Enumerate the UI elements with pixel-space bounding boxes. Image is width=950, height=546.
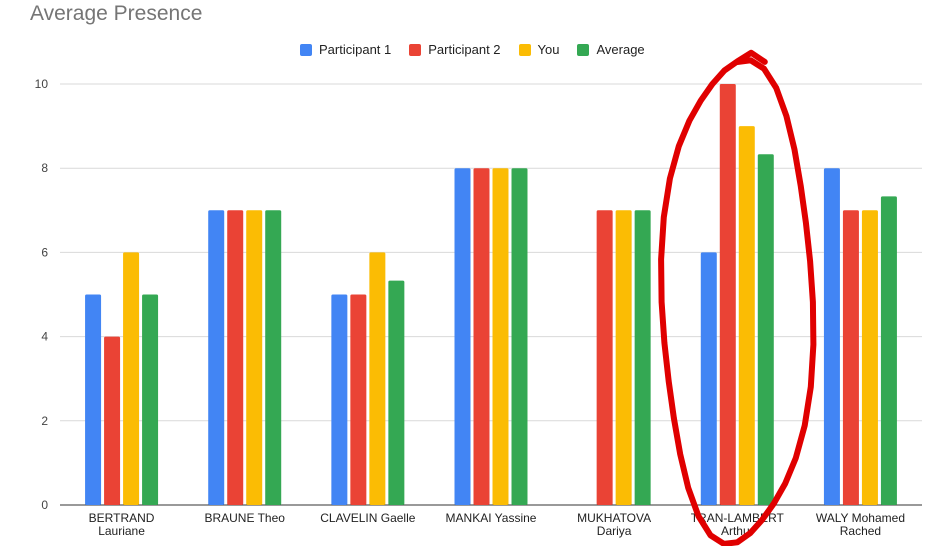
bar-average	[388, 280, 405, 505]
bar-you	[123, 252, 140, 505]
bar-participant-2	[104, 336, 121, 505]
legend-swatch-you	[518, 43, 531, 56]
x-tick-label: Lauriane	[98, 524, 145, 538]
legend-label-participant-1: Participant 1	[319, 42, 392, 57]
legend-item-you: You	[518, 42, 560, 57]
bar-participant-2	[350, 294, 367, 505]
highlight-circle-annotation	[658, 49, 817, 546]
bar-participant-1	[331, 294, 348, 505]
bar-participant-2	[473, 168, 490, 505]
bar-you	[246, 210, 263, 506]
x-tick-label: Dariya	[597, 524, 632, 538]
bar-you	[738, 126, 755, 505]
x-tick-label: MUKHATOVA	[577, 511, 651, 525]
bar-participant-1	[700, 252, 717, 505]
bar-average	[265, 210, 282, 506]
legend-item-average: Average	[577, 42, 645, 57]
y-tick-label: 6	[41, 245, 48, 259]
legend-swatch-participant-1	[300, 43, 312, 56]
x-tick-label: CLAVELIN Gaelle	[320, 511, 415, 525]
bar-participant-2	[227, 210, 244, 506]
legend-label-participant-2: Participant 2	[428, 42, 501, 57]
bar-participant-1	[85, 294, 102, 505]
bar-participant-1	[208, 210, 225, 506]
bar-you	[861, 210, 878, 506]
bar-participant-1	[823, 168, 840, 505]
bar-participant-2	[842, 210, 859, 506]
bar-participant-1	[454, 168, 471, 505]
x-tick-label: MANKAI Yassine	[446, 511, 537, 525]
bar-you	[615, 210, 632, 506]
legend-label-you: You	[537, 42, 560, 57]
bar-average	[142, 294, 159, 505]
y-tick-label: 4	[41, 330, 48, 344]
y-tick-label: 8	[41, 161, 48, 175]
y-tick-label: 10	[35, 77, 49, 91]
legend-item-participant-1: Participant 1	[300, 42, 391, 57]
chart-title: Average Presence	[30, 2, 203, 25]
x-tick-label: WALY Mohamed	[816, 511, 905, 525]
chart-legend: Participant 1 Participant 2 You Average	[300, 42, 645, 57]
bar-participant-2	[719, 84, 736, 505]
legend-swatch-average	[577, 43, 590, 56]
bar-you	[369, 252, 386, 505]
bar-participant-2	[596, 210, 613, 506]
legend-item-participant-2: Participant 2	[409, 42, 501, 57]
x-tick-label: BERTRAND	[89, 511, 155, 525]
bar-average	[757, 154, 774, 505]
legend-label-average: Average	[596, 42, 645, 57]
y-tick-label: 0	[41, 498, 48, 512]
bar-average	[634, 210, 651, 506]
y-tick-label: 2	[41, 414, 48, 428]
x-tick-label: BRAUNE Theo	[204, 511, 285, 525]
legend-swatch-participant-2	[409, 43, 422, 56]
bar-you	[492, 168, 509, 505]
bar-average	[511, 168, 528, 505]
x-tick-label: Rached	[840, 524, 881, 538]
bar-average	[880, 196, 897, 506]
